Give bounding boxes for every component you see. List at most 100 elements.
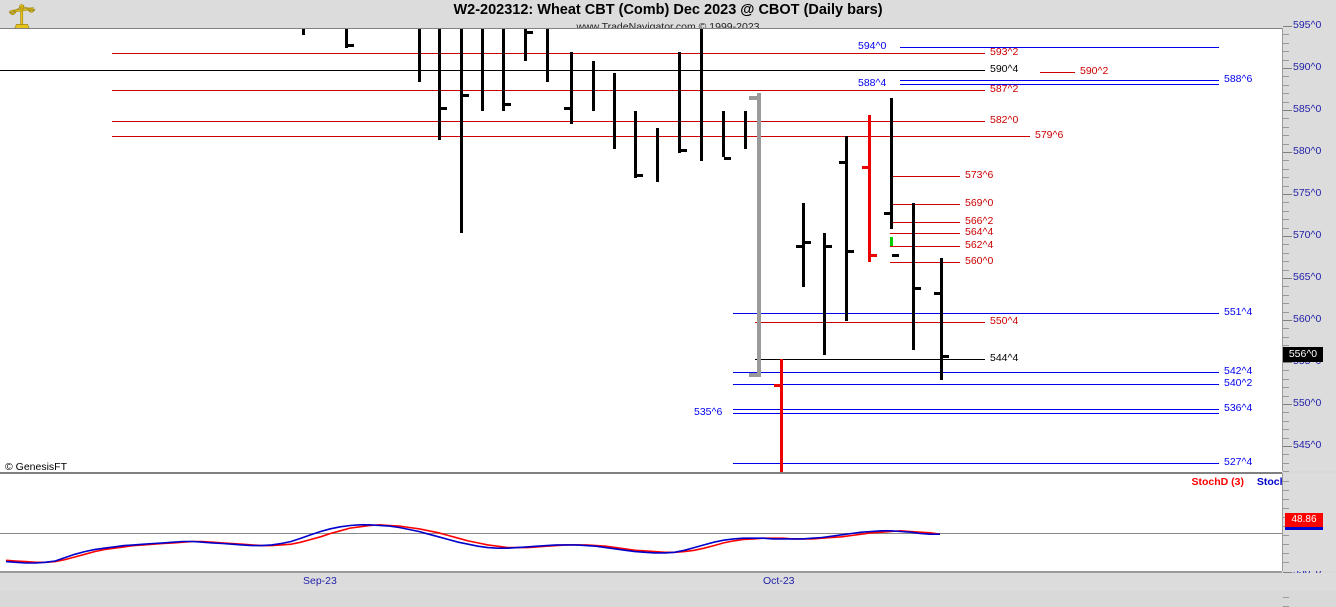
ohlc-bar[interactable]: [613, 73, 616, 149]
axis-minor-tick: [1283, 336, 1289, 338]
axis-tick-label: 545^0: [1293, 439, 1322, 451]
price-level-line[interactable]: [733, 313, 1219, 314]
ohlc-bar[interactable]: [802, 203, 805, 288]
price-level-line[interactable]: [1040, 72, 1075, 73]
ohlc-bar[interactable]: [524, 29, 527, 61]
price-level-line[interactable]: [755, 359, 985, 360]
axis-minor-tick: [1283, 143, 1289, 145]
price-level-line[interactable]: [112, 121, 985, 122]
axis-tick-label: 550^0: [1293, 397, 1322, 409]
indicator-value-badge: 48.86: [1285, 513, 1323, 527]
ohlc-bar[interactable]: [546, 29, 549, 82]
ohlc-bar[interactable]: [744, 111, 747, 149]
price-level-line[interactable]: [733, 384, 1219, 385]
axis-tick: [1283, 152, 1292, 153]
price-level-line[interactable]: [0, 70, 985, 71]
price-level-label: 540^2: [1224, 377, 1253, 389]
price-level-label: 551^4: [1224, 306, 1253, 318]
price-level-line[interactable]: [733, 409, 1219, 410]
indicator-axis-tick: [1283, 535, 1289, 536]
price-axis[interactable]: 595^0 590^0 585^0 580^0 575^0 570^0 565^0 560^0…: [1282, 19, 1336, 607]
ohlc-bar[interactable]: [634, 111, 637, 179]
vertical-cursor-line[interactable]: [757, 93, 761, 377]
ohlc-bar[interactable]: [460, 29, 463, 233]
ohlc-bar[interactable]: [940, 258, 943, 380]
price-level-line[interactable]: [890, 262, 960, 263]
axis-minor-tick: [1283, 101, 1289, 103]
ohlc-bar[interactable]: [780, 358, 783, 472]
ohlc-bar[interactable]: [700, 29, 703, 162]
ohlc-bar[interactable]: [912, 203, 915, 351]
price-level-line[interactable]: [733, 413, 1219, 414]
price-level-line[interactable]: [890, 246, 960, 247]
genesis-watermark: © GenesisFT: [5, 461, 68, 473]
price-level-label: 588^4: [858, 77, 887, 89]
ohlc-bar[interactable]: [302, 29, 305, 36]
ohlc-open-tick: [564, 106, 571, 110]
ohlc-bar[interactable]: [592, 60, 595, 111]
date-axis-label: Sep-23: [303, 575, 337, 587]
price-level-label: 582^0: [990, 114, 1019, 126]
ohlc-bar[interactable]: [481, 29, 484, 111]
ohlc-bar[interactable]: [656, 127, 659, 183]
axis-minor-tick: [1283, 303, 1289, 305]
page-title: W2-202312: Wheat CBT (Comb) Dec 2023 @ C…: [453, 2, 883, 18]
ohlc-open-tick: [934, 291, 941, 295]
ohlc-bar[interactable]: [438, 29, 441, 141]
price-level-label: 594^0: [858, 40, 887, 52]
stochastic-indicator-pane[interactable]: [0, 494, 1282, 573]
ohlc-bar[interactable]: [345, 29, 348, 48]
axis-minor-tick: [1283, 93, 1289, 95]
price-level-line[interactable]: [733, 372, 1219, 373]
cursor-handle[interactable]: [749, 373, 761, 377]
indicator-value-marker: [1285, 527, 1323, 530]
price-level-label: 564^4: [965, 226, 994, 238]
axis-tick: [1283, 404, 1292, 405]
axis-tick-label: 575^0: [1293, 187, 1322, 199]
indicator-header: [0, 473, 1282, 494]
ohlc-bar[interactable]: [502, 29, 505, 111]
ohlc-bar[interactable]: [678, 52, 681, 153]
date-axis[interactable]: Sep-23 Oct-23: [0, 573, 1336, 591]
axis-minor-tick: [1283, 454, 1289, 456]
price-level-line[interactable]: [890, 176, 960, 177]
axis-tick: [1283, 362, 1292, 363]
ohlc-bar[interactable]: [418, 29, 421, 82]
cursor-handle[interactable]: [749, 96, 761, 100]
axis-tick-label: 570^0: [1293, 229, 1322, 241]
price-level-line[interactable]: [890, 222, 960, 223]
ohlc-bar[interactable]: [823, 232, 826, 355]
price-level-label: 573^6: [965, 169, 994, 181]
ohlc-bar[interactable]: [868, 115, 871, 263]
ohlc-bar[interactable]: [722, 111, 725, 158]
price-level-line[interactable]: [112, 90, 985, 91]
axis-minor-tick: [1283, 471, 1289, 473]
ohlc-bar[interactable]: [890, 98, 893, 229]
price-level-label: 535^6: [694, 406, 723, 418]
axis-tick: [1283, 194, 1292, 195]
chart-header: W2-202312: Wheat CBT (Comb) Dec 2023 @ C…: [0, 0, 1336, 33]
ohlc-open-tick: [839, 161, 846, 165]
price-level-line[interactable]: [890, 233, 960, 234]
ohlc-bar[interactable]: [570, 52, 573, 124]
axis-minor-tick: [1283, 34, 1289, 36]
price-level-line[interactable]: [112, 136, 1030, 137]
axis-tick-label: 590^0: [1293, 61, 1322, 73]
price-level-line[interactable]: [890, 204, 960, 205]
price-level-line[interactable]: [733, 463, 1219, 464]
axis-minor-tick: [1283, 126, 1289, 128]
axis-minor-tick: [1283, 177, 1289, 179]
axis-minor-tick: [1283, 395, 1289, 397]
price-level-line[interactable]: [755, 322, 985, 323]
price-level-label: 588^6: [1224, 73, 1253, 85]
price-chart-pane[interactable]: 594^0 593^2 590^4 590^2 588^4 588^6 587^2 582^0…: [0, 28, 1282, 473]
price-level-line[interactable]: [900, 84, 1219, 85]
price-level-label: 550^4: [990, 315, 1019, 327]
axis-tick-label: 595^0: [1293, 19, 1322, 31]
ohlc-bar[interactable]: [845, 136, 848, 321]
price-level-line[interactable]: [900, 80, 1219, 81]
current-price-badge: 556^0: [1283, 346, 1323, 362]
indicator-axis-tick: [1283, 544, 1289, 545]
axis-minor-tick: [1283, 160, 1289, 162]
price-level-line[interactable]: [900, 47, 1219, 48]
